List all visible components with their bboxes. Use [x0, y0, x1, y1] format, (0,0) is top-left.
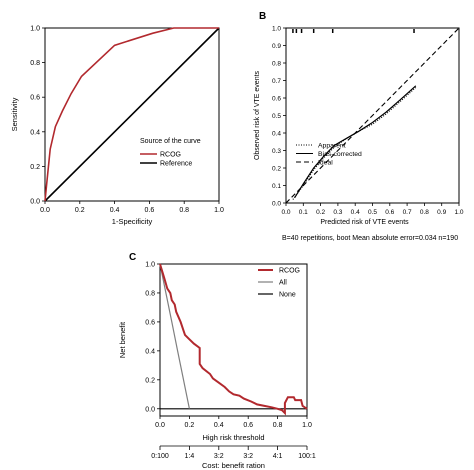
y-tick-label: 0.8: [30, 60, 40, 67]
y-tick-label: 0.6: [30, 95, 40, 102]
series-line-rcog: [159, 263, 308, 416]
y-tick-label: 0.4: [30, 129, 40, 136]
series-line-all: [159, 263, 190, 409]
x2-tick-label: 3:2: [214, 453, 224, 460]
x2-axis-label: Cost: benefit ration: [202, 461, 265, 470]
calibration-footnote: B=40 repetitions, boot Mean absolute err…: [282, 235, 458, 242]
x-tick-label: 0.6: [243, 422, 253, 429]
plot-frame: [159, 263, 308, 417]
y-tick-label: 0.6: [145, 319, 155, 326]
y-axis-label: Sensitivity: [10, 97, 19, 131]
series-line-ideal: [285, 27, 460, 204]
legend-label-bias-corrected: Bias-corrected: [318, 151, 362, 158]
y-tick-label: 0.2: [30, 164, 40, 171]
x-tick-label: 0.8: [420, 209, 429, 216]
x-tick-label: 0.8: [179, 207, 189, 214]
calibration-panel: B 0.0 0.1 0.2 0.3 0.4 0.5 0.6 0.7 0.8 0.9 1.0 0.0 0.1…: [254, 11, 464, 242]
legend-label-all: All: [279, 280, 287, 287]
x-tick-label: 0.4: [110, 207, 120, 214]
series-line-bias-corrected: [294, 85, 417, 199]
y-tick-label: 1.0: [272, 26, 281, 33]
legend-label-none: None: [279, 292, 296, 299]
decision-curve-panel: C 0.0 0.2 0.4 0.6 0.8 1.0 0.0 0.2 0.4 0.6 0.8 1.0 Hig…: [118, 252, 316, 470]
series-line-apparent: [292, 87, 417, 200]
x-tick-label: 0.5: [368, 209, 377, 216]
x-axis-label: High risk threshold: [202, 433, 264, 442]
x-tick-label: 0.9: [437, 209, 446, 216]
x-tick-label: 0.4: [351, 209, 360, 216]
y-tick-label: 0.5: [272, 113, 281, 120]
x-tick-label: 0.0: [281, 209, 290, 216]
x-tick-label: 0.2: [185, 422, 195, 429]
x-tick-label: 0.2: [316, 209, 325, 216]
y-tick-label: 0.3: [272, 148, 281, 155]
legend-label-rcog: RCOG: [279, 268, 300, 275]
y-tick-label: 0.1: [272, 183, 281, 190]
y-tick-label: 0.6: [272, 96, 281, 103]
x-axis-label: Predicted risk of VTE events: [320, 219, 409, 226]
y-tick-label: 0.8: [145, 290, 155, 297]
y-axis-label: Net benefit: [118, 321, 127, 358]
x-tick-label: 0.0: [155, 422, 165, 429]
y-axis-label: Observed risk of VTE events: [254, 70, 261, 160]
x-tick-label: 0.6: [145, 207, 155, 214]
x-tick-label: 0.4: [214, 422, 224, 429]
y-tick-label: 0.0: [30, 199, 40, 206]
legend-title: Source of the curve: [140, 138, 201, 145]
y-tick-label: 0.8: [272, 61, 281, 68]
x-tick-label: 0.0: [40, 207, 50, 214]
y-tick-label: 0.0: [272, 201, 281, 208]
x-tick-label: 0.7: [403, 209, 412, 216]
x2-tick-label: 4:1: [273, 453, 283, 460]
y-tick-label: 0.4: [145, 348, 155, 355]
x-tick-label: 0.2: [75, 207, 85, 214]
x-axis-label: 1-Specificity: [112, 217, 153, 226]
y-tick-label: 1.0: [30, 26, 40, 33]
y-tick-label: 0.2: [145, 377, 155, 384]
x-tick-label: 0.8: [273, 422, 283, 429]
x2-tick-label: 1:4: [185, 453, 195, 460]
legend-label-rcog: RCOG: [160, 152, 181, 159]
series-line-reference: [44, 27, 220, 202]
x-tick-label: 0.1: [299, 209, 308, 216]
roc-panel: 0.0 0.2 0.4 0.6 0.8 1.0 0.0 0.2 0.4 0.6 0.8 1.0 1-Sp…: [10, 26, 224, 227]
legend-label-apparent: Apparent: [318, 143, 346, 150]
x2-tick-label: 3:2: [243, 453, 253, 460]
x-tick-label: 1.0: [302, 422, 312, 429]
x-tick-label: 1.0: [454, 209, 463, 216]
legend-label-reference: Reference: [160, 161, 192, 168]
legend-label-ideal: Ideal: [318, 160, 333, 167]
panel-label-c: C: [129, 252, 136, 263]
x-tick-label: 0.3: [333, 209, 342, 216]
y-tick-label: 0.4: [272, 131, 281, 138]
y-tick-label: 0.9: [272, 43, 281, 50]
series-line-rcog: [44, 27, 219, 202]
y-tick-label: 0.0: [145, 406, 155, 413]
x-tick-label: 1.0: [214, 207, 224, 214]
panel-label-b: B: [259, 11, 266, 22]
plot-frame: [44, 27, 220, 202]
x-tick-label: 0.6: [385, 209, 394, 216]
x2-tick-label: 100:1: [298, 453, 316, 460]
x2-tick-label: 0:100: [151, 453, 169, 460]
y-tick-label: 0.2: [272, 166, 281, 173]
y-tick-label: 1.0: [145, 262, 155, 269]
y-tick-label: 0.7: [272, 78, 281, 85]
